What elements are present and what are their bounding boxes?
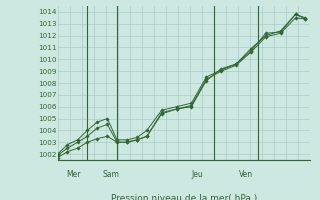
Text: Sam: Sam: [102, 170, 119, 179]
Text: Jeu: Jeu: [191, 170, 203, 179]
Text: Ven: Ven: [239, 170, 253, 179]
Text: Pression niveau de la mer( hPa ): Pression niveau de la mer( hPa ): [111, 194, 257, 200]
Text: Mer: Mer: [67, 170, 81, 179]
